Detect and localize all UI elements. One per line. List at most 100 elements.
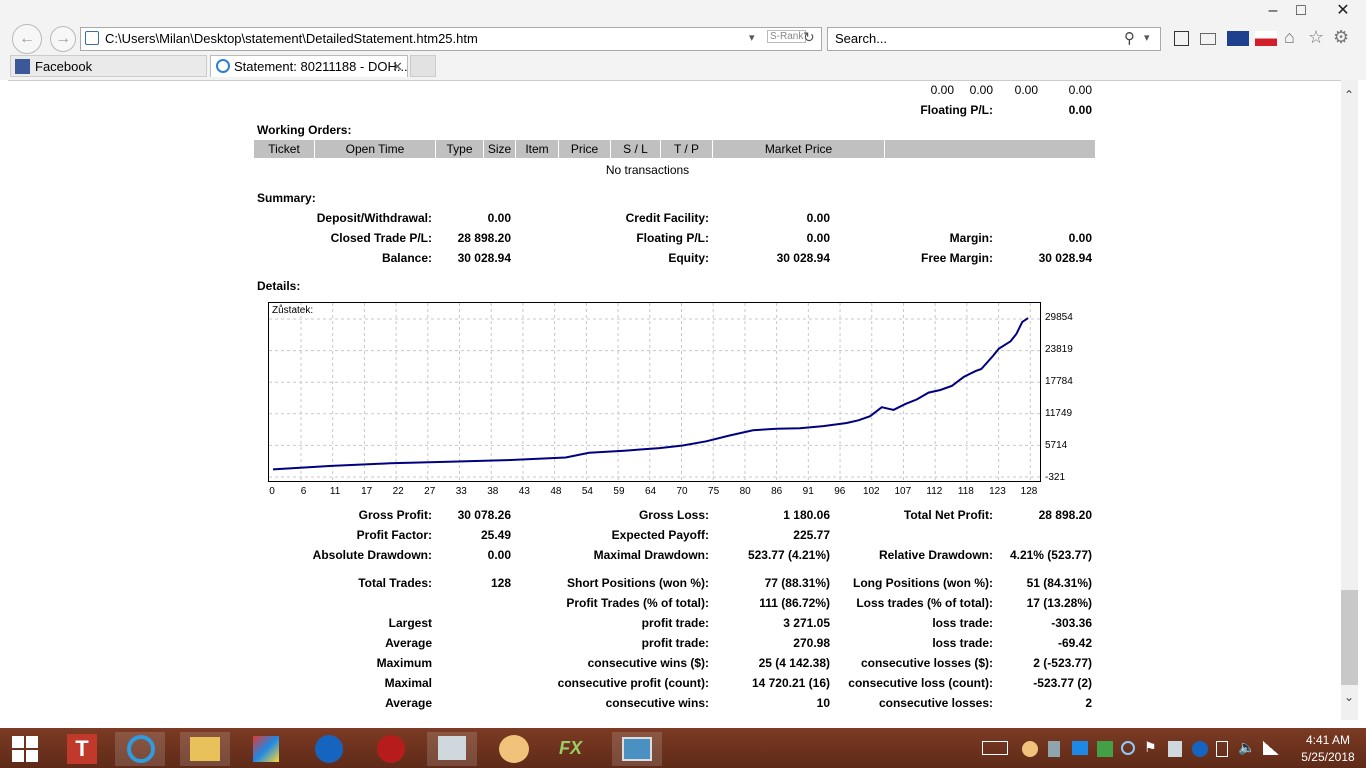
equity-value: 30 028.94 [776,251,830,265]
taskbar-red-app[interactable] [365,732,415,766]
taskbar-ccleaner[interactable] [303,732,353,766]
taskbar-ie[interactable] [115,732,165,766]
stat-cell-r6-c2: profit trade: [641,636,709,650]
refresh-icon[interactable]: ↻ [803,29,815,45]
ie-page-icon [216,59,230,73]
x-tick-label: 54 [581,486,593,497]
maximize-button[interactable]: □ [1296,2,1306,19]
tray-lock-icon[interactable] [1168,741,1182,757]
stat-cell-r2-c4: Relative Drawdown: [878,548,993,562]
dropdown-arrow-icon[interactable]: ▾ [749,32,755,44]
taskbar-app-t[interactable]: T [57,732,107,766]
scroll-up-icon[interactable]: ⌃ [1344,88,1355,102]
forward-button[interactable]: → [50,26,76,52]
tray-at-icon[interactable] [1121,741,1135,755]
close-window-button[interactable]: ✕ [1336,2,1350,19]
czech-flag-icon[interactable] [1255,31,1277,46]
stat-cell-r9-c4: consecutive losses: [878,696,993,710]
search-input[interactable]: Search... [835,31,888,46]
stat-cell-r6-c5: -69.42 [1057,636,1092,650]
stat-cell-r0-c5: 28 898.20 [1038,508,1092,522]
close-tab-icon[interactable]: ✕ [392,59,403,74]
settings-gear-icon[interactable]: ⚙ [1333,27,1350,47]
srank-badge[interactable]: S-Rank [767,30,807,43]
col-sl: S / L [611,140,661,158]
home-icon[interactable]: ⌂ [1284,27,1295,47]
back-button[interactable]: ← [12,24,42,54]
monitor-icon [438,736,466,760]
clock-date[interactable]: 5/25/2018 [1301,750,1355,764]
taskbar-fx[interactable]: FX [551,732,601,766]
cube-icon [253,736,279,762]
tray-network-icon[interactable] [1072,741,1088,755]
taskbar-cube-app[interactable] [241,732,291,766]
x-tick-label: 107 [894,486,912,497]
summary-title: Summary: [257,191,316,205]
y-tick-label: 29854 [1045,312,1073,323]
taskbar-explorer[interactable] [180,732,230,766]
uk-flag-icon[interactable] [1227,31,1249,46]
vertical-scrollbar[interactable]: ⌃ ⌄ [1341,80,1358,720]
ie-icon [127,735,155,763]
minimize-button[interactable]: – [1268,2,1278,19]
tray-c-icon[interactable] [1192,741,1208,757]
col-open-time: Open Time [315,140,436,158]
tray-app-icon[interactable] [1097,741,1113,757]
col-type: Type [436,140,484,158]
stat-cell-r2-c3: 523.77 (4.21%) [747,548,830,562]
stat-cell-r4-c4: Loss trades (% of total): [856,596,993,610]
free-margin-value: 30 028.94 [1038,251,1092,265]
favorites-star-icon[interactable]: ☆ [1308,27,1325,47]
stat-cell-r1-c3: 225.77 [793,528,830,542]
tray-palette-icon[interactable] [1022,741,1038,757]
x-tick-label: 123 [989,486,1006,497]
no-transactions-text: No transactions [605,163,690,177]
scroll-thumb[interactable] [1341,590,1358,685]
address-bar[interactable]: C:\Users\Milan\Desktop\statement\Detaile… [80,27,822,51]
credit-label: Credit Facility: [625,211,709,225]
stat-cell-r3-c0: Total Trades: [358,576,432,590]
x-tick-label: 0 [269,486,275,497]
windows-logo-part [26,736,38,748]
stat-cell-r2-c2: Maximal Drawdown: [593,548,709,562]
stat-cell-r9-c3: 10 [816,696,830,710]
stat-cell-r7-c2: consecutive wins ($): [587,656,709,670]
tab-facebook[interactable]: Facebook [10,55,207,77]
x-tick-label: 112 [926,486,943,497]
credit-value: 0.00 [806,211,830,225]
stat-cell-r5-c3: 3 271.05 [783,616,830,630]
signal-icon[interactable] [1263,741,1279,755]
stat-cell-r1-c1: 25.49 [480,528,511,542]
floating-pl-label: Floating P/L: [636,231,709,245]
reader-icon[interactable] [1174,31,1189,46]
floating-label: Floating P/L: [920,103,993,117]
free-margin-label: Free Margin: [920,251,993,265]
taskbar-paint[interactable] [489,732,539,766]
volume-icon[interactable]: 🔈 [1238,739,1256,755]
clock-time[interactable]: 4:41 AM [1305,733,1351,747]
battery-icon[interactable] [1216,741,1228,757]
stat-cell-r0-c2: Gross Loss: [638,508,709,522]
col-market-price: Market Price [713,140,885,158]
stat-cell-r9-c0: Average [385,696,432,710]
t-app-icon: T [67,734,97,764]
new-tab-button[interactable] [410,55,436,77]
flag-icon[interactable]: ⚑ [1144,739,1157,755]
x-tick-label: 17 [361,486,373,497]
margin-value: 0.00 [1068,231,1092,245]
tab-statement[interactable]: Statement: 80211188 - DOH... ✕ [210,55,408,77]
stat-cell-r1-c0: Profit Factor: [356,528,432,542]
start-button[interactable] [12,736,38,762]
mail-icon[interactable] [1200,33,1216,45]
taskbar-monitor-app[interactable] [427,732,477,766]
search-dropdown-icon[interactable]: ▾ [1144,32,1150,44]
keyboard-icon[interactable] [982,741,1008,755]
tray-device-icon[interactable] [1048,741,1060,757]
search-icon[interactable]: ⚲ [1124,30,1135,47]
search-box[interactable]: Search... ⚲ ▾ [827,27,1161,51]
scroll-down-icon[interactable]: ⌄ [1344,690,1355,704]
taskbar-photos[interactable] [612,732,662,766]
balance-chart-plot [269,303,1040,481]
floating-pl-value: 0.00 [806,231,830,245]
tab-label: Statement: 80211188 - DOH... [234,59,408,74]
